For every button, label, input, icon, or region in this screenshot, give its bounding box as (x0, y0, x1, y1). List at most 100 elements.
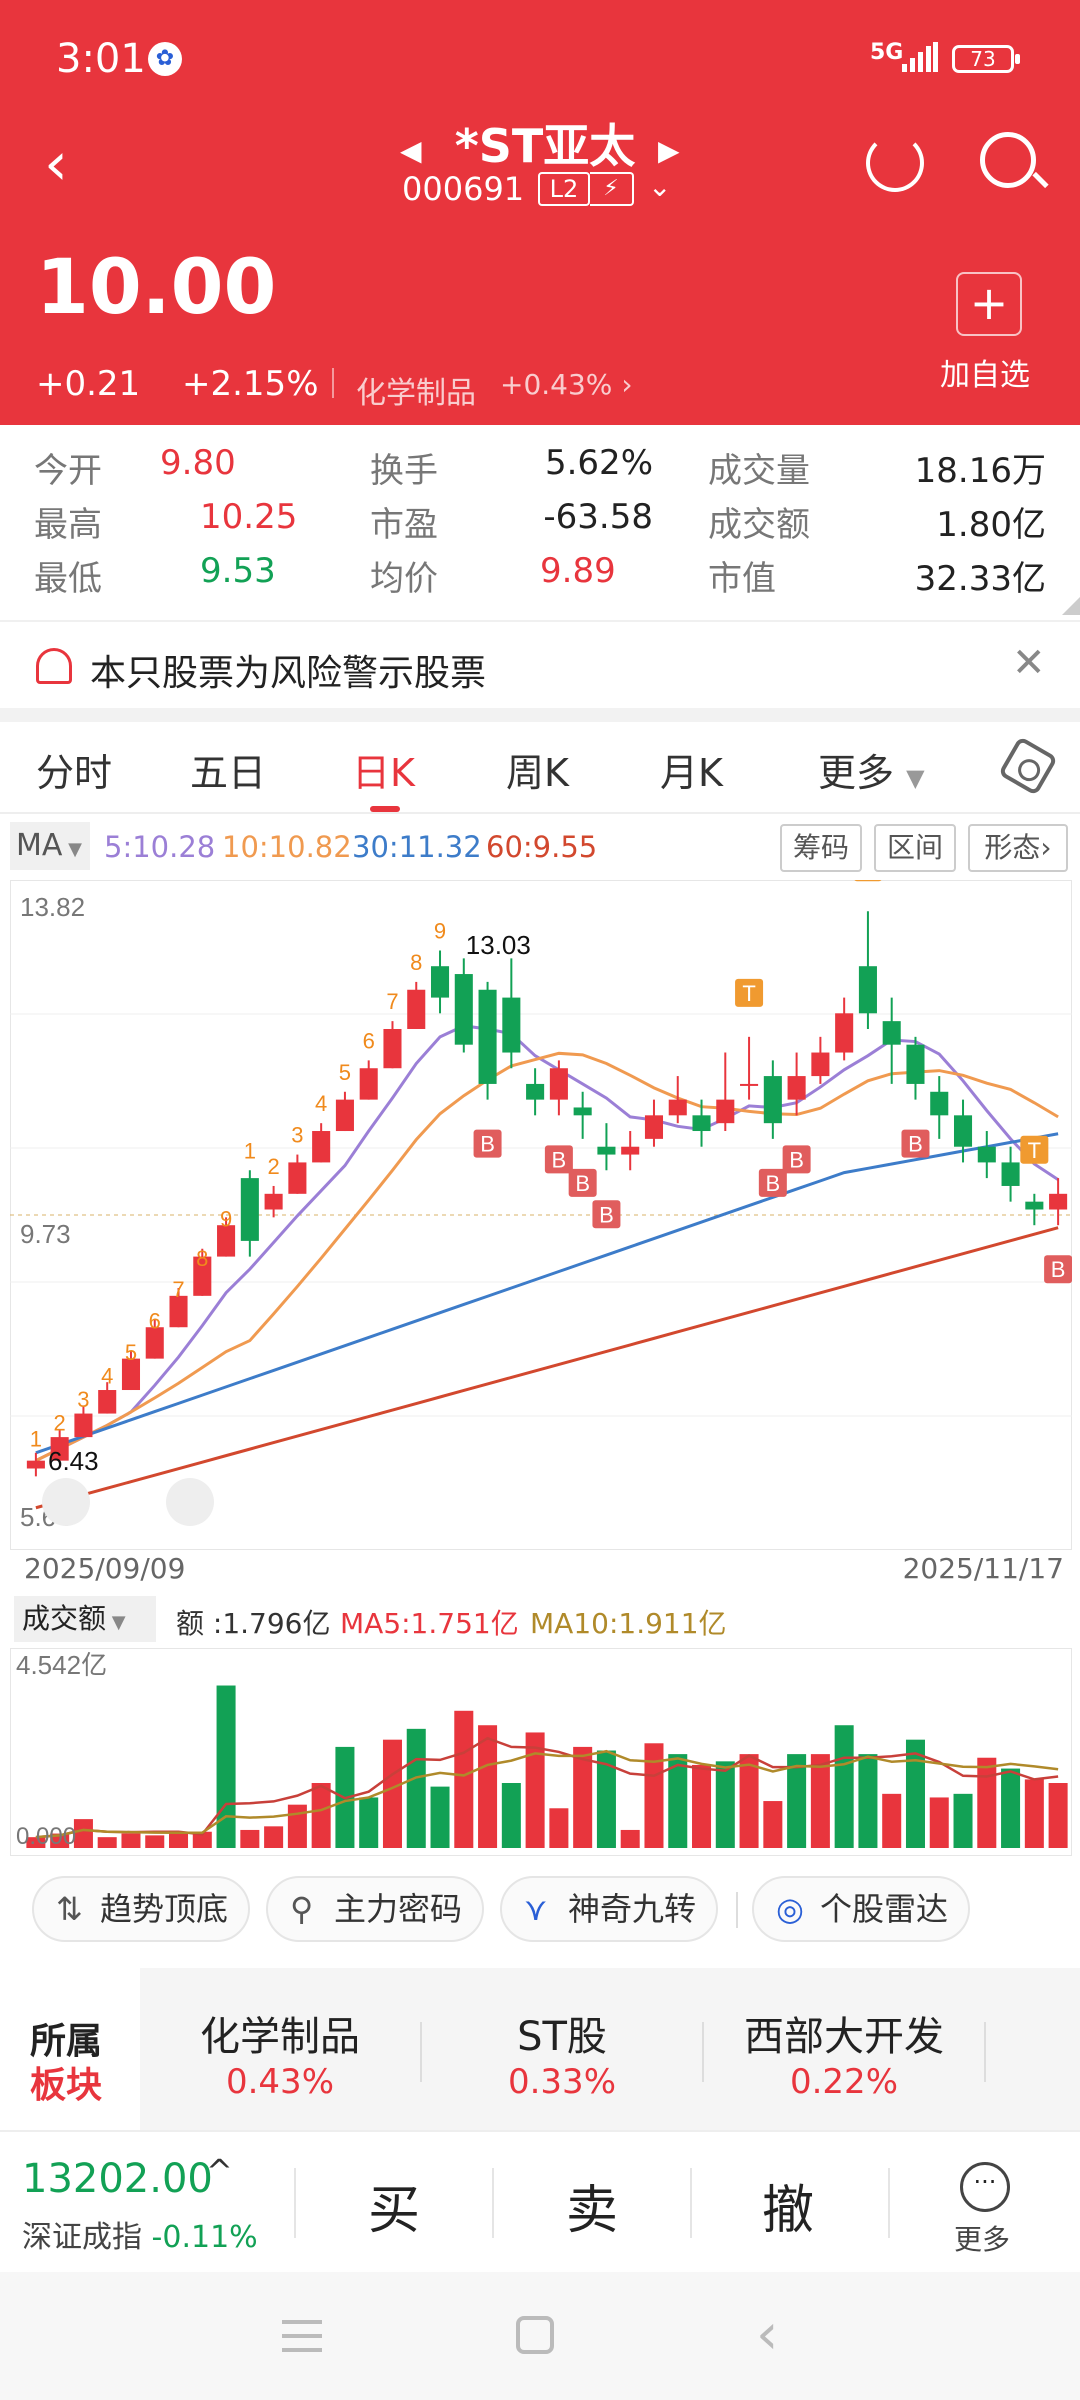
more-icon[interactable]: ··· (960, 2162, 1010, 2212)
cancel-order-button[interactable]: 撤 (762, 2181, 815, 2241)
volume-indicator-select[interactable]: 成交额 ▼ (14, 1596, 156, 1642)
add-watchlist-label[interactable]: 加自选 (940, 358, 1030, 393)
volume-bar (145, 1835, 165, 1848)
volume-bar (430, 1786, 450, 1848)
stat-label: 均价 (370, 559, 438, 599)
stock-radar-chip[interactable]: ◎ 个股雷达 (752, 1876, 970, 1942)
sell-button[interactable]: 卖 (566, 2181, 619, 2241)
next-stock-icon[interactable]: ▶ (658, 134, 680, 167)
tab-weekly-k[interactable]: 周K (506, 751, 569, 795)
stat-label: 换手 (370, 451, 438, 491)
back-icon[interactable]: ‹ (44, 129, 68, 199)
candle-body (312, 1131, 331, 1163)
ma5-label: 5:10.28 (104, 830, 216, 864)
prev-stock-icon[interactable]: ◀ (400, 134, 422, 167)
risk-warning-banner[interactable]: 本只股票为风险警示股票 ✕ (0, 620, 1080, 708)
sell-marker-bg (1020, 1135, 1049, 1164)
level2-badge[interactable]: L2 (538, 172, 590, 206)
fullscreen-icon (166, 1478, 214, 1526)
sector-pct[interactable]: +0.43% › (500, 368, 633, 401)
buy-marker-bg (1044, 1255, 1072, 1284)
ma60-line (35, 1226, 1059, 1510)
trade-bar: 13202.00 ^ 深证成指 -0.11% 买 卖 撤 ··· 更多 (0, 2130, 1080, 2272)
add-watchlist-button[interactable]: + (956, 272, 1022, 336)
sector-card[interactable]: 西部大开发 0.22% (744, 2014, 944, 2102)
tab-five-day[interactable]: 五日 (190, 751, 267, 795)
volume-bar (573, 1746, 593, 1848)
stat-label: 成交额 (708, 505, 810, 545)
candle-body (478, 989, 497, 1084)
tab-intraday[interactable]: 分时 (36, 751, 113, 795)
main-force-chip[interactable]: ⚲ 主力密码 (266, 1876, 484, 1942)
chips-button[interactable]: 筹码 (780, 824, 862, 872)
sector-card[interactable]: 化学制品 0.43% (200, 2014, 360, 2102)
network-label: 5G (870, 40, 904, 65)
sector-link[interactable]: 化学制品 (356, 376, 476, 411)
stat-label: 市值 (708, 559, 776, 599)
buy-marker: B (789, 1147, 804, 1172)
chevron-down-icon[interactable]: ⌄ (648, 170, 672, 203)
volume-bar (240, 1829, 260, 1848)
ma10-line (35, 1051, 1059, 1462)
home-icon[interactable] (516, 2316, 554, 2354)
close-icon[interactable]: ✕ (1012, 640, 1046, 686)
key-icon: ⚲ (290, 1890, 314, 1928)
more-label[interactable]: 更多 (954, 2223, 1011, 2256)
chip-divider (736, 1892, 738, 1928)
nine-turn-marker: 5 (125, 1340, 137, 1365)
candle-body (977, 1146, 996, 1163)
volume-bar (454, 1710, 474, 1848)
low-price-marker: 6.43 (48, 1446, 99, 1476)
candle-body (763, 1076, 782, 1124)
settings-icon[interactable] (997, 735, 1059, 797)
menu-icon[interactable] (282, 2320, 322, 2352)
tab-daily-k[interactable]: 日K (352, 751, 415, 795)
nine-turn-marker: 8 (410, 950, 422, 975)
candle-body (668, 1099, 687, 1116)
volume-bar (192, 1831, 212, 1848)
active-tab-indicator (370, 806, 400, 812)
related-sectors: 所属 板块 化学制品 0.43% ST股 0.33% 西部大开发 0.22% (0, 1968, 1080, 2130)
volume-chart[interactable]: 4.542亿 0.000 (10, 1648, 1072, 1856)
volume-ma5-line (35, 1736, 1059, 1839)
stat-label: 最高 (34, 505, 102, 545)
chevron-up-icon[interactable]: ^ (206, 2152, 233, 2190)
index-value[interactable]: 13202.00 (22, 2156, 213, 2202)
sector-card[interactable]: ST股 0.33% (507, 2014, 616, 2102)
candle-body (335, 1099, 354, 1132)
buy-marker: B (1051, 1257, 1066, 1282)
candle-body (383, 1028, 402, 1069)
tab-more[interactable]: 更多 ▼ (818, 751, 925, 795)
lightning-icon[interactable]: ⚡ (590, 172, 634, 206)
volume-svg[interactable]: 4.542亿 0.000 (10, 1648, 1072, 1856)
buy-marker: B (552, 1147, 567, 1172)
back-nav-icon[interactable]: ‹ (756, 2302, 779, 2367)
divider (332, 368, 334, 398)
search-icon[interactable] (980, 132, 1036, 188)
candle-body (98, 1390, 117, 1414)
candle-body (549, 1068, 568, 1100)
nine-turn-chip[interactable]: ⋎ 神奇九转 (500, 1876, 718, 1942)
range-button[interactable]: 区间 (874, 824, 956, 872)
expand-corner-icon[interactable] (1062, 597, 1080, 615)
volume-y-max: 4.542亿 (16, 1650, 107, 1680)
index-name[interactable]: 深证成指 -0.11% (22, 2220, 258, 2255)
trend-top-bottom-chip[interactable]: ⇅ 趋势顶底 (32, 1876, 250, 1942)
volume-bar (26, 1837, 46, 1848)
candle-body (811, 1052, 830, 1077)
volume-ma5: MA5:1.751亿 (340, 1607, 519, 1640)
stat-value: 18.16万 (914, 451, 1046, 491)
indicator-select[interactable]: MA ▼ (10, 822, 90, 870)
stat-value: -63.58 (543, 497, 653, 537)
buy-marker-bg (568, 1168, 597, 1197)
volume-ma10: MA10:1.911亿 (530, 1607, 727, 1640)
quote-stats[interactable]: 今开 9.80 换手 5.62% 成交量 18.16万 最高 10.25 市盈 … (0, 425, 1080, 615)
pattern-button[interactable]: 形态› (968, 824, 1068, 872)
refresh-icon[interactable] (866, 134, 924, 192)
kline-svg[interactable]: 123456789123456789BBBBBBBBTTT13.829.735.… (10, 880, 1072, 1550)
signal-icon (902, 42, 938, 72)
kline-chart[interactable]: 123456789123456789BBBBBBBBTTT13.829.735.… (10, 880, 1072, 1550)
buy-button[interactable]: 买 (368, 2181, 421, 2241)
volume-bar (359, 1797, 379, 1848)
tab-monthly-k[interactable]: 月K (660, 751, 723, 795)
